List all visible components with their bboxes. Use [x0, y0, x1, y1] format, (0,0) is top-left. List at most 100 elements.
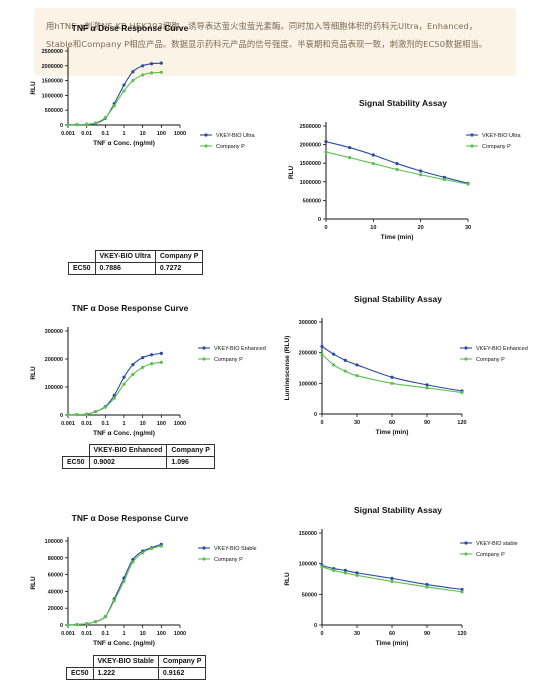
data-point [460, 390, 464, 395]
x-tick-label: 30 [465, 225, 471, 231]
data-point [141, 356, 145, 360]
y-tick-label: 200000 [299, 351, 317, 357]
data-point [131, 70, 135, 74]
ec50-value: 0.9002 [88, 456, 168, 469]
legend-marker [202, 557, 206, 561]
intro-text: 用hTNF α刺激NF-KB HEK293细胞，诱导表达萤火虫萤光素酶。同时加入… [46, 21, 488, 49]
chart-title: Signal Stability Assay [359, 98, 447, 108]
x-axis-label: TNF α Conc. (ng/ml) [93, 140, 155, 147]
x-tick-label: 0.01 [81, 631, 92, 637]
data-point [149, 546, 154, 551]
data-point [460, 587, 464, 592]
data-point [141, 73, 145, 77]
data-point [103, 116, 107, 120]
x-axis-label: Time (min) [376, 640, 409, 647]
x-tick-label: 0 [320, 420, 323, 426]
data-point [75, 123, 79, 127]
data-point [112, 599, 116, 603]
data-point [159, 70, 163, 74]
y-tick-label: 150000 [299, 531, 317, 537]
data-point [395, 167, 399, 172]
y-tick-label: 50000 [302, 592, 317, 598]
data-point [93, 410, 98, 414]
series-line [67, 543, 162, 626]
data-point [460, 590, 464, 594]
x-tick-label: 1000 [174, 631, 186, 637]
series-line [67, 352, 162, 416]
data-point [348, 156, 352, 160]
data-point [122, 375, 126, 379]
data-point [343, 568, 347, 573]
data-point [141, 365, 145, 369]
legend-marker [204, 133, 208, 137]
y-tick-label: 40000 [48, 589, 63, 595]
data-point [425, 386, 429, 390]
ec50-header: VKEY-BIO Enhanced [88, 444, 168, 457]
y-tick-label: 1500000 [300, 161, 321, 167]
legend-label: VKEY-BIO Enhanced [214, 346, 266, 352]
y-tick-label: 100000 [299, 562, 317, 568]
y-tick-label: 500000 [45, 108, 63, 114]
ec50-value: 0.7886 [94, 262, 156, 275]
series-line [67, 71, 162, 126]
ec50-value: 1.222 [92, 667, 159, 680]
x-tick-label: 0 [320, 631, 323, 637]
data-point [149, 362, 154, 366]
x-tick-label: 100 [157, 421, 166, 427]
data-point [141, 551, 145, 555]
y-tick-label: 1000000 [300, 180, 321, 186]
x-tick-label: 100 [157, 631, 166, 637]
x-axis-label: TNF α Conc. (ng/ml) [93, 430, 155, 437]
data-point [66, 123, 70, 127]
data-point [103, 405, 107, 409]
series-line [67, 545, 162, 626]
data-point [103, 615, 107, 619]
y-tick-label: 2500000 [42, 49, 63, 55]
data-point [75, 412, 79, 417]
y-axis-label: RLU [284, 572, 291, 586]
x-tick-label: 10 [140, 631, 146, 637]
data-point [343, 369, 347, 373]
y-tick-label: 20000 [48, 606, 63, 612]
chart-title: TNF α Dose Response Curve [72, 23, 189, 33]
legend-label: Company P [476, 357, 505, 363]
y-tick-label: 100000 [299, 381, 317, 387]
y-tick-label: 0 [314, 412, 317, 418]
stability-chart-ultra: Signal Stability Assay 0 500000 1000000 1500… [288, 98, 522, 241]
data-point [332, 568, 336, 573]
ec50-header: Company P [166, 444, 215, 457]
legend-label: VKEY-BIO Ultra [482, 133, 522, 139]
data-point [390, 381, 394, 385]
legend-label: VKEY-BIO Enhanced [476, 346, 528, 352]
y-tick-label: 0 [318, 217, 321, 223]
legend-label: Company P [476, 552, 505, 558]
x-tick-label: 10 [370, 225, 376, 231]
x-axis-label: Time (min) [381, 234, 414, 241]
series-line [321, 353, 463, 394]
x-tick-label: 0 [324, 225, 327, 231]
data-point [93, 121, 98, 125]
y-tick-label: 2000000 [300, 143, 321, 149]
stability-chart-enhanced: Signal Stability Assay 0 100000 200000 30000… [284, 294, 528, 436]
legend-marker [464, 357, 468, 361]
chart-title: TNF α Dose Response Curve [72, 513, 189, 523]
data-point [425, 383, 429, 387]
data-point [149, 353, 154, 357]
y-axis-label: RLU [30, 81, 37, 95]
data-point [332, 352, 336, 356]
data-point [131, 560, 135, 564]
data-point [442, 175, 446, 179]
y-tick-label: 0 [314, 623, 317, 629]
y-axis-label: RLU [30, 576, 37, 590]
y-tick-label: 1500000 [42, 79, 63, 85]
data-point [131, 372, 135, 376]
y-axis-label: RLU [30, 366, 37, 380]
y-tick-label: 100000 [45, 385, 63, 391]
x-tick-label: 0.1 [102, 421, 110, 427]
legend-label: Company P [216, 144, 245, 150]
dose-response-chart-enhanced: TNF α Dose Response Curve 0 100000 200000 30… [30, 303, 266, 437]
y-tick-label: 2000000 [42, 64, 63, 70]
legend-label: VKEY-BIO Stable [214, 546, 257, 552]
ec50-row-label: EC50 [66, 667, 94, 680]
ec50-row-label: EC50 [68, 262, 96, 275]
